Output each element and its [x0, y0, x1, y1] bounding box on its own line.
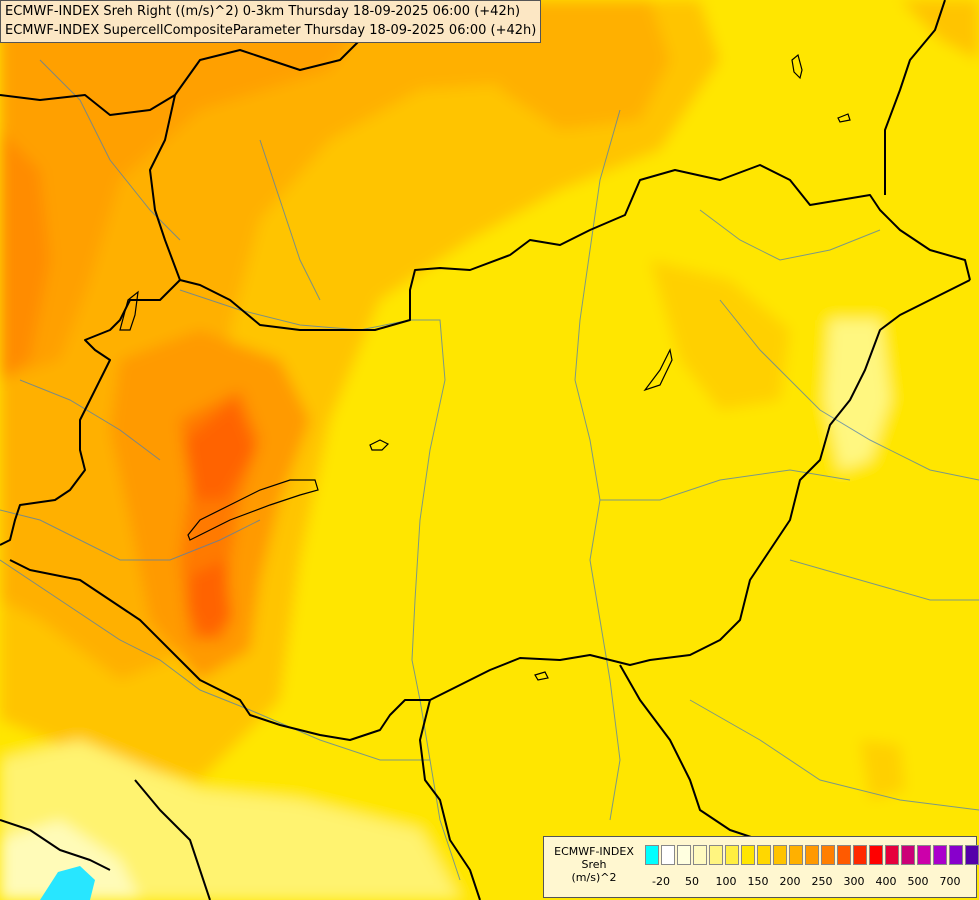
legend-tick-label: 300	[843, 875, 865, 888]
legend-swatch	[677, 845, 691, 865]
lakes	[119, 53, 851, 681]
legend-swatch	[821, 845, 835, 865]
legend-title-unit: (m/s)^2	[571, 871, 617, 884]
legend-swatch	[901, 845, 915, 865]
legend-tick-label: 250	[811, 875, 833, 888]
legend-swatch	[757, 845, 771, 865]
legend-swatch	[725, 845, 739, 865]
legend-tick-label: 700	[939, 875, 961, 888]
color-legend: ECMWF-INDEX Sreh (m/s)^2 -20 50 100 150 200 2…	[543, 836, 979, 898]
legend-swatch	[853, 845, 867, 865]
legend-tick-label: 400	[875, 875, 897, 888]
legend-swatch	[773, 845, 787, 865]
legend-tick-label: 500	[907, 875, 929, 888]
legend-tick-label: 200	[779, 875, 801, 888]
map-title-box: ECMWF-INDEX Sreh Right ((m/s)^2) 0-3km T…	[0, 0, 542, 43]
legend-swatch	[709, 845, 723, 865]
legend-swatch	[661, 845, 675, 865]
legend-tick-label: 150	[747, 875, 769, 888]
legend-swatch	[693, 845, 707, 865]
legend-swatches	[645, 845, 979, 865]
legend-swatch	[949, 845, 963, 865]
legend-tick-label: 100	[715, 875, 737, 888]
legend-title-parameter: Sreh	[581, 858, 607, 871]
legend-ticks: -20 50 100 150 200 250 300 400 500 700	[544, 875, 976, 889]
legend-swatch	[645, 845, 659, 865]
legend-swatch	[933, 845, 947, 865]
legend-tick-label: 50	[685, 875, 699, 888]
legend-swatch	[917, 845, 931, 865]
legend-swatch	[965, 845, 979, 865]
rivers	[0, 59, 979, 881]
legend-swatch	[805, 845, 819, 865]
legend-swatch	[885, 845, 899, 865]
map-title-line-2: ECMWF-INDEX SupercellCompositeParameter …	[5, 23, 537, 38]
legend-tick-label: -20	[652, 875, 670, 888]
map-title-line-1: ECMWF-INDEX Sreh Right ((m/s)^2) 0-3km T…	[5, 4, 521, 19]
legend-swatch	[741, 845, 755, 865]
legend-title-source: ECMWF-INDEX	[554, 845, 634, 858]
low-value-patch	[40, 866, 95, 900]
legend-swatch	[869, 845, 883, 865]
legend-title: ECMWF-INDEX Sreh (m/s)^2	[546, 845, 642, 884]
legend-swatch	[789, 845, 803, 865]
legend-swatch	[837, 845, 851, 865]
